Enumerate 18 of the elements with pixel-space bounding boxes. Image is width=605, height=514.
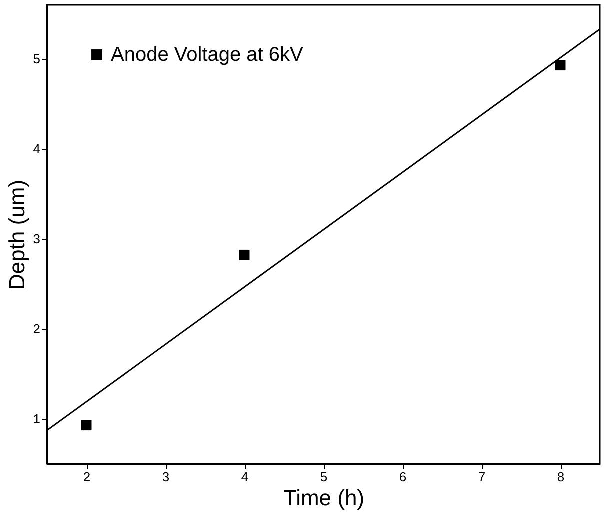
point <box>555 60 566 71</box>
y-tick-label: 3 <box>33 232 40 246</box>
y-axis-title: Depth (um) <box>4 180 30 290</box>
x-tick-label: 3 <box>162 470 170 484</box>
y-tick-label: 5 <box>33 52 40 66</box>
x-tick-label: 5 <box>320 470 328 484</box>
x-tick-label: 6 <box>399 470 407 484</box>
x-tick-label: 4 <box>241 470 249 484</box>
y-tick-label: 1 <box>33 412 40 426</box>
y-tick-label: 2 <box>33 322 40 336</box>
x-tick-label: 7 <box>478 470 486 484</box>
x-tick-label: 8 <box>557 470 565 484</box>
point <box>239 250 250 260</box>
x-axis-title: Time (h) <box>283 486 365 510</box>
legend-label: Anode Voltage at 6kV <box>111 44 304 66</box>
x-tick-label: 2 <box>83 470 91 484</box>
point <box>81 420 92 431</box>
y-tick-label: 4 <box>33 142 40 156</box>
